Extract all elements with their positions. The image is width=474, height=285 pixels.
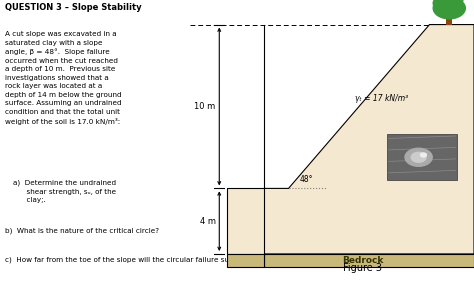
Text: 4 m: 4 m <box>200 217 216 226</box>
Polygon shape <box>264 25 474 254</box>
Polygon shape <box>227 254 264 267</box>
Text: 10 m: 10 m <box>194 102 216 111</box>
Text: A cut slope was excavated in a
saturated clay with a slope
angle, β = 48°.  Slop: A cut slope was excavated in a saturated… <box>5 31 121 125</box>
Text: γₜ = 17 kN/m³: γₜ = 17 kN/m³ <box>356 94 409 103</box>
Text: 48°: 48° <box>300 175 313 184</box>
Circle shape <box>433 0 458 11</box>
Text: Figure 3: Figure 3 <box>343 263 382 273</box>
Circle shape <box>441 0 463 7</box>
Polygon shape <box>264 254 474 267</box>
Circle shape <box>420 153 427 157</box>
Bar <box>387 134 456 180</box>
Circle shape <box>405 148 432 166</box>
Circle shape <box>411 152 426 162</box>
Circle shape <box>433 0 465 19</box>
Text: QUESTION 3 – Slope Stability: QUESTION 3 – Slope Stability <box>5 3 141 12</box>
Text: c)  How far from the toe of the slope will the circular failure surface exit?: c) How far from the toe of the slope wil… <box>5 256 267 263</box>
Bar <box>447 17 452 25</box>
Polygon shape <box>227 188 264 254</box>
Text: b)  What is the nature of the critical circle?: b) What is the nature of the critical ci… <box>5 228 159 235</box>
Text: Bedrock: Bedrock <box>342 256 383 265</box>
Text: a)  Determine the undrained
      shear strength, sᵤ, of the
      clay;.: a) Determine the undrained shear strengt… <box>12 180 116 203</box>
